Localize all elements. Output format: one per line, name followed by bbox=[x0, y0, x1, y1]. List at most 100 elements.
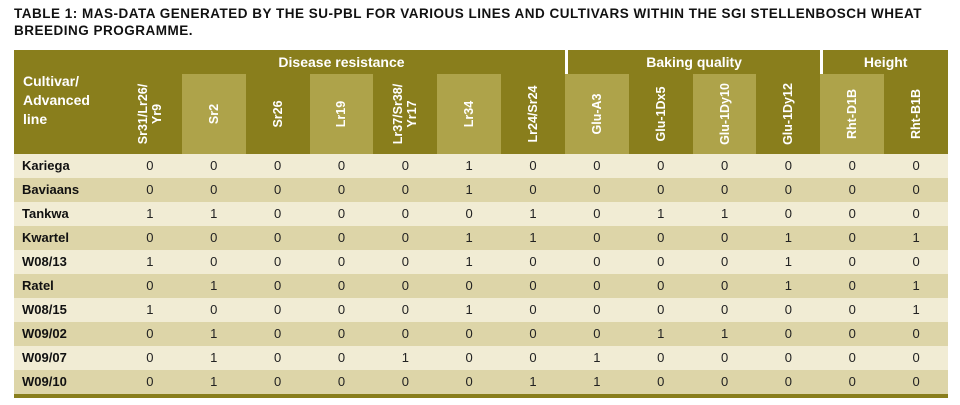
table-cell: 0 bbox=[146, 350, 154, 365]
table-cell: 0 bbox=[848, 350, 856, 365]
table-cell: 0 bbox=[912, 158, 920, 173]
row-label: W09/07 bbox=[14, 346, 118, 370]
table-cell: 0 bbox=[337, 278, 346, 293]
table-cell: 0 bbox=[593, 302, 601, 317]
table-cell: 0 bbox=[720, 182, 729, 197]
column-header: Glu-1Dy10 bbox=[692, 74, 757, 154]
column-header: Glu-1Dx5 bbox=[628, 74, 693, 154]
table-cell: 0 bbox=[720, 302, 729, 317]
table-cell: 0 bbox=[848, 374, 856, 389]
row-label: W08/15 bbox=[14, 298, 118, 322]
table-cell: 0 bbox=[848, 182, 856, 197]
table-cell: 1 bbox=[146, 254, 154, 269]
table-cell: 0 bbox=[784, 326, 793, 341]
column-header: Sr26 bbox=[245, 74, 310, 154]
table-cell: 0 bbox=[784, 350, 793, 365]
table-cell: 0 bbox=[146, 326, 154, 341]
table-cell: 1 bbox=[912, 302, 920, 317]
table-cell: 0 bbox=[848, 302, 856, 317]
table-row: Ratel 0 1 0 0 0 0 0 0 0 0 1 0 1 bbox=[14, 274, 948, 298]
row-label: Tankwa bbox=[14, 202, 118, 226]
table-cell: 1 bbox=[210, 350, 218, 365]
column-header: Rht-D1B bbox=[820, 74, 885, 154]
table-cell: 0 bbox=[146, 158, 154, 173]
table-cell: 0 bbox=[146, 230, 154, 245]
table-cell: 1 bbox=[593, 350, 601, 365]
table-cell: 1 bbox=[210, 374, 218, 389]
table-cell: 0 bbox=[529, 326, 537, 341]
group-header: Height bbox=[820, 50, 948, 74]
table-cell: 0 bbox=[273, 158, 282, 173]
table-cell: 0 bbox=[273, 254, 282, 269]
column-header: Lr24/Sr24 bbox=[501, 74, 565, 154]
column-header: Sr31/Lr26/ Yr9 bbox=[118, 74, 182, 154]
table-cell: 0 bbox=[210, 254, 218, 269]
table-cell: 0 bbox=[657, 158, 665, 173]
table-cell: 0 bbox=[912, 350, 920, 365]
row-label: W09/10 bbox=[14, 370, 118, 394]
table-cell: 0 bbox=[720, 278, 729, 293]
table-cell: 0 bbox=[848, 230, 856, 245]
table-cell: 1 bbox=[465, 230, 473, 245]
column-header: Lr37/Sr38/ Yr17 bbox=[373, 74, 438, 154]
table-cell: 0 bbox=[720, 374, 729, 389]
table-cell: 0 bbox=[146, 278, 154, 293]
table-cell: 0 bbox=[912, 374, 920, 389]
table-cell: 0 bbox=[337, 326, 346, 341]
table-cell: 1 bbox=[465, 182, 473, 197]
table-cell: 0 bbox=[720, 230, 729, 245]
table-cell: 0 bbox=[912, 326, 920, 341]
table-cell: 1 bbox=[529, 374, 537, 389]
table-cell: 0 bbox=[210, 158, 218, 173]
table-cell: 0 bbox=[657, 182, 665, 197]
group-header: Baking quality bbox=[564, 50, 820, 74]
column-header: Lr19 bbox=[309, 74, 374, 154]
table-cell: 0 bbox=[401, 182, 409, 197]
table-cell: 0 bbox=[593, 326, 601, 341]
table-cell: 0 bbox=[337, 206, 346, 221]
table-cell: 0 bbox=[657, 350, 665, 365]
table-cell: 1 bbox=[465, 254, 473, 269]
table-cell: 0 bbox=[912, 254, 920, 269]
table-cell: 0 bbox=[273, 278, 282, 293]
table-cell: 0 bbox=[720, 158, 729, 173]
table-cell: 1 bbox=[529, 206, 537, 221]
table-cell: 0 bbox=[657, 302, 665, 317]
table-cell: 0 bbox=[593, 230, 601, 245]
table-cell: 0 bbox=[273, 350, 282, 365]
table-cell: 0 bbox=[465, 278, 473, 293]
table-cell: 0 bbox=[912, 206, 920, 221]
table-cell: 0 bbox=[337, 302, 346, 317]
table-cell: 0 bbox=[465, 206, 473, 221]
table-cell: 0 bbox=[529, 302, 537, 317]
table-cell: 0 bbox=[273, 182, 282, 197]
table-cell: 0 bbox=[720, 350, 729, 365]
table-row: Kariega 0 0 0 0 0 1 0 0 0 0 0 0 0 bbox=[14, 154, 948, 178]
table-cell: 0 bbox=[657, 374, 665, 389]
table-cell: 0 bbox=[784, 158, 793, 173]
table-cell: 0 bbox=[337, 254, 346, 269]
table-cell: 0 bbox=[337, 374, 346, 389]
table-cell: 0 bbox=[529, 182, 537, 197]
table-cell: 0 bbox=[657, 254, 665, 269]
table-cell: 0 bbox=[657, 278, 665, 293]
table-cell: 1 bbox=[912, 230, 920, 245]
table-cell: 0 bbox=[784, 302, 793, 317]
table-cell: 0 bbox=[337, 350, 346, 365]
table-cell: 1 bbox=[529, 230, 537, 245]
table-cell: 1 bbox=[146, 206, 154, 221]
table-cell: 0 bbox=[273, 374, 282, 389]
table-cell: 0 bbox=[465, 326, 473, 341]
table-row: W09/10 0 1 0 0 0 0 1 1 0 0 0 0 0 bbox=[14, 370, 948, 394]
table-row: W08/13 1 0 0 0 0 1 0 0 0 0 1 0 0 bbox=[14, 250, 948, 274]
table-cell: 0 bbox=[273, 230, 282, 245]
table-cell: 0 bbox=[912, 182, 920, 197]
table-cell: 0 bbox=[529, 158, 537, 173]
table-cell: 0 bbox=[273, 326, 282, 341]
table-cell: 1 bbox=[401, 350, 409, 365]
row-label: Ratel bbox=[14, 274, 118, 298]
row-label: Baviaans bbox=[14, 178, 118, 202]
table-cell: 1 bbox=[720, 206, 729, 221]
table-cell: 0 bbox=[529, 350, 537, 365]
table-cell: 0 bbox=[720, 254, 729, 269]
